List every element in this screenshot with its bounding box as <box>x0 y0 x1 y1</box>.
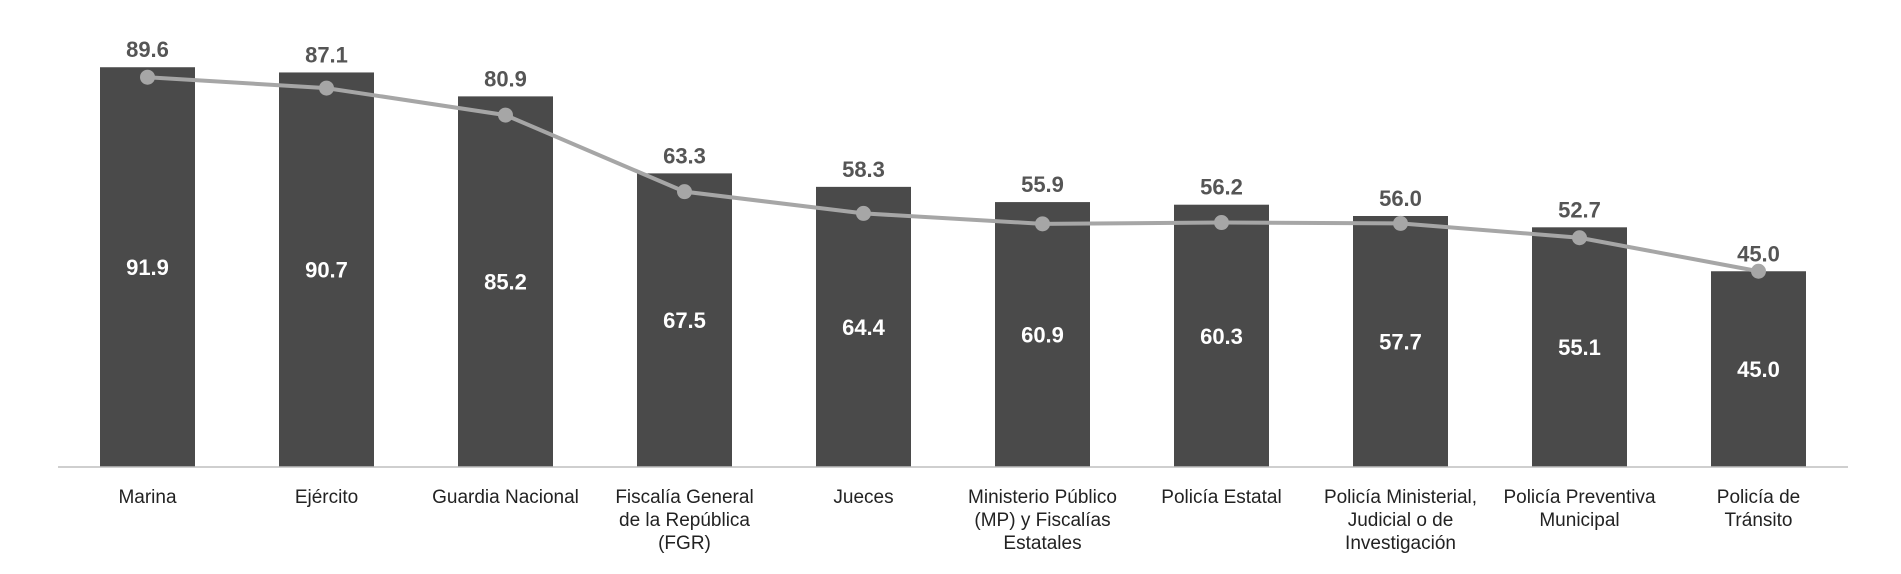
category-label-9: Policía de Tránsito <box>1717 487 1800 531</box>
bar-value-label-9: 45.0 <box>1737 357 1780 382</box>
bar-5 <box>995 202 1090 467</box>
category-label-0: Marina <box>118 487 177 508</box>
bar-value-label-4: 64.4 <box>842 315 886 340</box>
bar-value-label-2: 85.2 <box>484 270 527 295</box>
labels-group: 91.9 Marina 90.7 Ejército 85.2 Guardia Nacion… <box>118 37 1800 554</box>
line-point-3 <box>677 184 692 200</box>
line-point-6 <box>1214 215 1229 231</box>
line-value-label-1: 87.1 <box>305 42 348 67</box>
bars-group <box>100 67 1806 468</box>
series-line <box>147 75 1759 274</box>
line-point-5 <box>1035 216 1050 232</box>
line-value-label-2: 80.9 <box>484 66 527 91</box>
line-point-4 <box>856 205 871 221</box>
bar-0 <box>100 67 195 468</box>
line-point-9 <box>1751 263 1766 279</box>
line-point-8 <box>1572 230 1587 246</box>
bar-value-label-0: 91.9 <box>126 255 169 280</box>
category-label-4: Jueces <box>833 487 893 508</box>
category-label-2: Guardia Nacional <box>432 487 579 508</box>
bar-9 <box>1711 271 1806 467</box>
bar-value-label-5: 60.9 <box>1021 323 1064 348</box>
line-value-label-5: 55.9 <box>1021 172 1064 197</box>
line-value-label-9: 45.0 <box>1737 241 1780 266</box>
bar-6 <box>1174 204 1269 467</box>
category-label-7: Policía Ministerial, Judicial o de Investi… <box>1324 487 1477 554</box>
category-label-3: Fiscalía General de la República (FGR) <box>615 487 753 554</box>
line-point-0 <box>140 69 155 85</box>
line-value-label-0: 89.6 <box>126 37 169 62</box>
line-value-label-7: 56.0 <box>1379 186 1422 211</box>
category-label-8: Policía Preventiva Municipal <box>1503 487 1656 531</box>
bar-value-label-6: 60.3 <box>1200 324 1243 349</box>
bar-1 <box>279 72 374 467</box>
line-series-group <box>140 69 1766 279</box>
bar-value-label-7: 57.7 <box>1379 330 1422 355</box>
category-label-5: Ministerio Público (MP) y Fiscalías Estata… <box>968 487 1117 554</box>
category-label-1: Ejército <box>295 487 358 508</box>
line-point-2 <box>498 107 513 123</box>
bar-2 <box>458 96 553 467</box>
bar-4 <box>816 186 911 468</box>
line-value-label-3: 63.3 <box>663 143 706 168</box>
line-value-label-6: 56.2 <box>1200 175 1243 200</box>
line-value-label-4: 58.3 <box>842 157 885 182</box>
bar-8 <box>1532 227 1627 467</box>
bar-3 <box>637 173 732 467</box>
line-value-label-8: 52.7 <box>1558 197 1601 222</box>
bar-value-label-8: 55.1 <box>1558 335 1601 360</box>
line-point-1 <box>319 80 334 96</box>
bar-value-label-1: 90.7 <box>305 258 348 283</box>
line-point-7 <box>1393 215 1408 231</box>
bar-7 <box>1353 216 1448 467</box>
category-label-6: Policía Estatal <box>1161 487 1281 508</box>
bar-value-label-3: 67.5 <box>663 308 706 333</box>
